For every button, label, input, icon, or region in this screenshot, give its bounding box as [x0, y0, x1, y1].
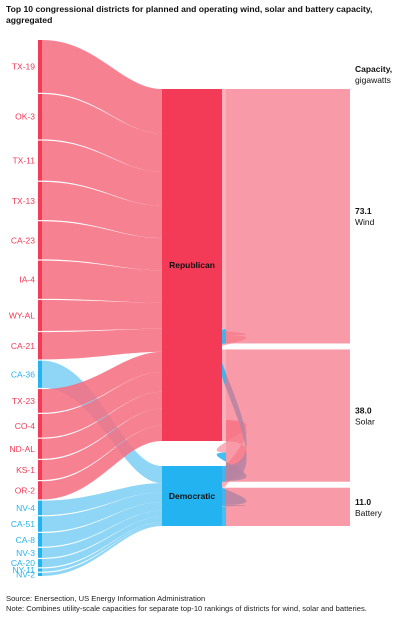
district-node-tx-13 [38, 181, 42, 221]
chart-footer: Source: Enersection, US Energy Informati… [6, 594, 396, 613]
tech-name-wind: Wind [355, 217, 375, 227]
party-node-republican [162, 89, 222, 441]
link-ok-3-republican [42, 93, 162, 173]
tech-value-battery: 11.0 [355, 497, 371, 507]
district-label-ca-21: CA-21 [11, 341, 35, 351]
link-co-4-republican [42, 371, 162, 438]
link-nv-4-democratic [42, 483, 162, 516]
district-label-ia-4: IA-4 [19, 275, 35, 285]
district-label-ca-23: CA-23 [11, 235, 35, 245]
link-ca-21-republican [42, 328, 162, 360]
tech-name-battery: Battery [355, 508, 383, 518]
link-ca-8-democratic [42, 502, 162, 547]
district-label-tx-23: TX-23 [12, 396, 35, 406]
link-tx-11-republican [42, 140, 162, 206]
district-label-or-2: OR-2 [15, 485, 36, 495]
district-label-ca-20: CA-20 [11, 558, 35, 568]
link-tx-23-republican [42, 351, 162, 413]
district-label-ca-36: CA-36 [11, 369, 35, 379]
district-label-nv-2: NV-2 [16, 569, 35, 579]
district-party-links [42, 40, 162, 576]
district-node-ca-36 [38, 360, 42, 388]
sankey-labels: TX-19 OK-3 TX-11 TX-13 CA-23 IA-4 WY-AL CA-21 CA… [9, 61, 392, 579]
link-or-2-republican [42, 425, 162, 500]
district-label-nv-3: NV-3 [16, 548, 35, 558]
chart-title: Top 10 congressional districts for plann… [6, 4, 373, 25]
sankey-nodes [38, 40, 350, 576]
link-republican-wind [216, 89, 247, 336]
district-node-ca-23 [38, 221, 42, 260]
link-ca-20-democratic [42, 516, 162, 568]
link-ks-1-republican [42, 408, 162, 481]
district-label-ca-8: CA-8 [16, 535, 36, 545]
tech-value-wind: 73.1 [355, 206, 372, 216]
district-node-nd-al [38, 438, 42, 459]
district-label-ny-11: NY-11 [12, 565, 35, 575]
district-label-tx-19: TX-19 [12, 61, 35, 71]
link-ia-4-republican [42, 260, 162, 303]
district-node-ny-11 [38, 568, 42, 572]
party-label-republican: Republican [169, 260, 215, 270]
district-node-wy-al [38, 300, 42, 331]
link-nv-3-democratic [42, 510, 162, 558]
party-node-democratic [162, 466, 222, 526]
district-node-ks-1 [38, 459, 42, 481]
district-label-ks-1: KS-1 [16, 465, 35, 475]
district-node-nv-2 [38, 572, 42, 576]
district-node-ca-21 [38, 332, 42, 360]
district-node-ca-8 [38, 533, 42, 547]
link-nd-al-republican [42, 391, 162, 459]
capacity-header-line-1: gigawatts [355, 75, 391, 85]
party-label-democratic: Democratic [169, 491, 216, 501]
district-node-tx-23 [38, 389, 42, 413]
district-node-nv-3 [38, 547, 42, 558]
district-label-co-4: CO-4 [15, 421, 36, 431]
district-label-tx-11: TX-11 [12, 156, 35, 166]
tech-node-battery [226, 487, 350, 526]
district-label-wy-al: WY-AL [9, 310, 35, 320]
tech-node-wind [226, 89, 350, 344]
tech-value-solar: 38.0 [355, 406, 372, 416]
district-label-tx-13: TX-13 [12, 196, 35, 206]
link-tx-19-republican [42, 40, 162, 134]
district-label-nv-4: NV-4 [16, 503, 35, 513]
district-node-nv-4 [38, 500, 42, 516]
link-democratic-battery [216, 505, 247, 526]
district-node-ok-3 [38, 93, 42, 140]
district-node-ca-51 [38, 516, 42, 532]
link-ca-23-republican [42, 221, 162, 271]
source-note: Source: Enersection, US Energy Informati… [6, 594, 206, 603]
methodology-note: Note: Combines utility-scale capacities … [6, 603, 367, 613]
district-label-ok-3: OK-3 [15, 112, 35, 122]
capacity-header-line-0: Capacity, [355, 64, 392, 74]
district-node-ia-4 [38, 260, 42, 299]
district-node-co-4 [38, 413, 42, 438]
link-wy-al-republican [42, 300, 162, 331]
link-tx-13-republican [42, 181, 162, 239]
link-ca-51-democratic [42, 492, 162, 532]
district-node-tx-19 [38, 40, 42, 93]
district-node-tx-11 [38, 140, 42, 181]
district-label-nd-al: ND-AL [9, 444, 35, 454]
district-node-ca-20 [38, 559, 42, 568]
tech-node-solar [226, 349, 350, 482]
tech-name-solar: Solar [355, 417, 375, 427]
district-label-ca-51: CA-51 [11, 519, 35, 529]
district-node-or-2 [38, 481, 42, 500]
